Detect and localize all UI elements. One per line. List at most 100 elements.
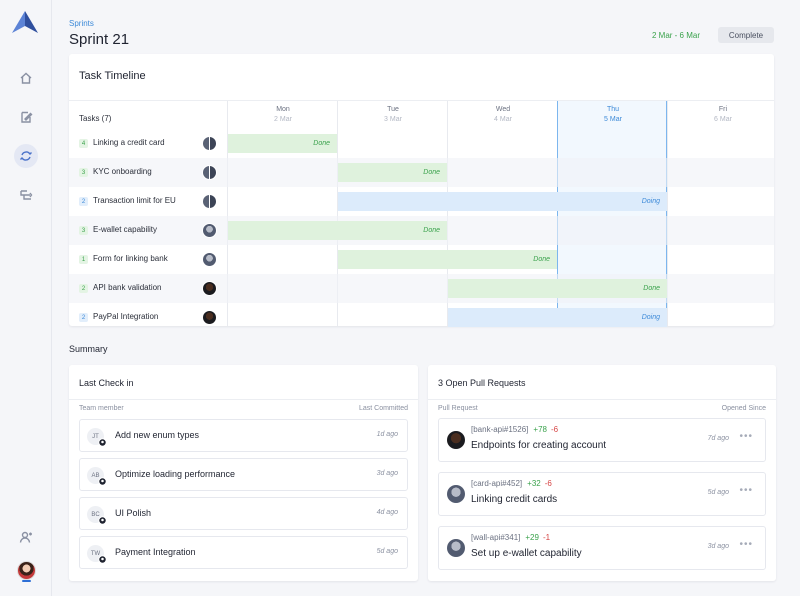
task-name[interactable]: API bank validation [93,283,162,292]
task-row[interactable]: 3 E-wallet capability Done [69,216,774,245]
pull-request-column-header: Pull Request [438,405,478,412]
task-row[interactable]: 4 Linking a credit card Done [69,129,774,158]
assignee-avatar[interactable] [202,252,217,267]
pr-title[interactable]: Linking credit cards [471,494,558,505]
pr-title[interactable]: Endpoints for creating account [471,440,607,451]
day-name: Wed [495,106,511,113]
lines-added: +78 [533,425,547,434]
task-status-bar[interactable]: Doing [338,192,667,211]
pull-request-item[interactable]: [card-api#452] +32 -6 Linking credit cards 5… [438,472,766,516]
assignee-avatar[interactable] [202,281,217,296]
pull-requests-title: 3 Open Pull Requests [438,378,526,388]
opened-since-column-header: Opened Since [721,405,766,412]
task-name[interactable]: KYC onboarding [93,167,152,176]
task-row[interactable]: 3 KYC onboarding Done [69,158,774,187]
more-options-icon[interactable]: ••• [739,539,753,550]
task-row[interactable]: 2 PayPal Integration Doing [69,303,774,332]
pull-request-item[interactable]: [wall-api#341] +29 -1 Set up e-wallet capab… [438,526,766,570]
story-points-badge: 2 [79,197,88,206]
author-avatar [447,485,465,503]
checkin-item[interactable]: TW Payment Integration 5d ago [79,536,408,569]
github-icon [98,438,107,447]
day-date: 5 Mar [604,116,622,123]
team-member-column-header: Team member [79,405,124,412]
task-row[interactable]: 2 API bank validation Done [69,274,774,303]
pr-title[interactable]: Set up e-wallet capability [471,548,582,559]
author-avatar [447,539,465,557]
lines-removed: -6 [544,479,552,488]
current-user-avatar[interactable] [17,561,36,580]
commit-message: Add new enum types [115,430,200,440]
lines-removed: -6 [550,425,559,434]
sprint-cycle-icon[interactable] [14,144,38,168]
pr-reference[interactable]: [card-api#452] +32 -6 [471,479,552,488]
day-date: 6 Mar [714,116,732,123]
day-header: Wed 4 Mar [448,106,558,123]
sprint-date-range: 2 Mar - 6 Mar [652,31,701,40]
more-options-icon[interactable]: ••• [739,431,753,442]
pr-ref-id[interactable]: [card-api#452] [471,479,523,488]
checkin-item[interactable]: JT Add new enum types 1d ago [79,419,408,452]
pr-reference[interactable]: [wall-api#341] +29 -1 [471,533,550,542]
commit-message: Payment Integration [115,547,196,557]
sidebar [0,0,52,596]
assignee-avatar[interactable] [202,165,217,180]
task-row[interactable]: 2 Transaction limit for EU Doing [69,187,774,216]
breadcrumb[interactable]: Sprints [69,19,94,28]
day-name: Fri [718,106,728,113]
story-points-badge: 2 [79,284,88,293]
task-name[interactable]: Transaction limit for EU [93,196,176,205]
github-icon [98,555,107,564]
page-title: Sprint 21 [69,31,130,48]
app-logo[interactable] [11,10,39,34]
task-name[interactable]: Form for linking bank [93,254,168,263]
pr-ref-id[interactable]: [bank-api#1526] [471,425,529,434]
task-name[interactable]: Linking a credit card [93,138,165,147]
github-icon [98,516,107,525]
assignee-avatar[interactable] [202,194,217,209]
complete-sprint-button[interactable]: Complete [718,27,774,43]
task-status-bar[interactable]: Doing [448,308,667,327]
pr-reference[interactable]: [bank-api#1526] +78 -6 [471,425,558,434]
day-name: Thu [606,106,620,113]
home-icon[interactable] [14,66,38,90]
assignee-avatar[interactable] [202,223,217,238]
checkin-title: Last Check in [79,378,134,388]
task-status-bar[interactable]: Done [338,163,447,182]
github-icon [98,477,107,486]
workflow-icon[interactable] [14,183,38,207]
last-committed-column-header: Last Committed [358,405,408,412]
divider [428,399,776,400]
story-points-badge: 1 [79,255,88,264]
lines-removed: -1 [542,533,551,542]
timeline-grid: Tasks (7) Mon 2 Mar Tue 3 Mar Wed 4 Mar Thu 5 M… [69,100,777,327]
task-status-bar[interactable]: Done [338,250,557,269]
day-column-fri: Fri 6 Mar [667,101,777,327]
task-name[interactable]: PayPal Integration [93,312,159,321]
edit-icon[interactable] [14,105,38,129]
commit-time: 4d ago [376,509,398,516]
assignee-avatar[interactable] [202,136,217,151]
author-avatar [447,431,465,449]
commit-time: 3d ago [376,470,398,477]
task-row[interactable]: 1 Form for linking bank Done [69,245,774,274]
commit-message: UI Polish [115,508,152,518]
pull-request-item[interactable]: [bank-api#1526] +78 -6 Endpoints for creati… [438,418,766,462]
checkin-item[interactable]: BC UI Polish 4d ago [79,497,408,530]
checkin-item[interactable]: AB Optimize loading performance 3d ago [79,458,408,491]
user-add-icon[interactable] [14,525,38,549]
task-status-bar[interactable]: Done [228,134,337,153]
day-column-tue: Tue 3 Mar [337,101,447,327]
task-name[interactable]: E-wallet capability [93,225,158,234]
task-status-bar[interactable]: Done [228,221,447,240]
divider [69,399,418,400]
task-status-bar[interactable]: Done [448,279,667,298]
pr-opened-time: 7d ago [707,435,729,442]
summary-heading: Summary [69,344,108,354]
story-points-badge: 3 [79,226,88,235]
more-options-icon[interactable]: ••• [739,485,753,496]
assignee-avatar[interactable] [202,310,217,325]
commit-time: 5d ago [376,548,398,555]
day-date: 4 Mar [494,116,512,123]
pr-ref-id[interactable]: [wall-api#341] [471,533,521,542]
